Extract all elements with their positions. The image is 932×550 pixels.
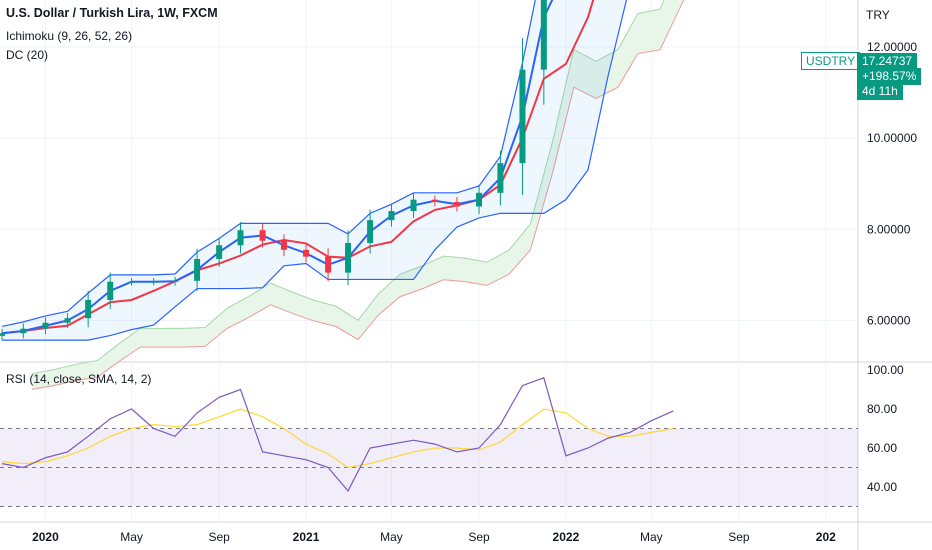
candle-body bbox=[128, 281, 135, 283]
candle-body bbox=[0, 333, 5, 336]
price-pane bbox=[0, 0, 685, 390]
price-tick-label: 8.00000 bbox=[867, 222, 911, 236]
change-tag: +198.57% bbox=[857, 68, 922, 85]
donchian-upper bbox=[1, 0, 536, 328]
rsi-pane bbox=[0, 377, 858, 507]
senkou-span-b bbox=[31, 0, 685, 390]
candle-body bbox=[280, 240, 287, 250]
candle-body bbox=[237, 230, 244, 246]
time-tick-label: Sep bbox=[468, 530, 490, 544]
rsi-label[interactable]: RSI (14, close, SMA, 14, 2) bbox=[6, 372, 152, 386]
candle-body bbox=[476, 192, 483, 207]
candle-body bbox=[64, 318, 71, 323]
candle-body bbox=[325, 256, 332, 273]
countdown-tag: 4d 11h bbox=[857, 83, 903, 100]
last-price-tag: 17.24737 bbox=[857, 53, 918, 70]
candle-body bbox=[85, 299, 92, 319]
candle-body bbox=[259, 230, 266, 241]
rsi-tick-label: 100.00 bbox=[867, 363, 904, 377]
kijun-line bbox=[1, 0, 595, 335]
time-tick-label: May bbox=[640, 530, 663, 544]
candle-body bbox=[303, 249, 310, 257]
price-tick-label: 6.00000 bbox=[867, 314, 911, 328]
time-tick-label: May bbox=[120, 530, 143, 544]
currency-label: TRY bbox=[866, 8, 890, 22]
candle-body bbox=[107, 281, 114, 300]
candle-body bbox=[497, 163, 504, 193]
senkou-span-a bbox=[31, 0, 665, 375]
rsi-tick-label: 60.00 bbox=[867, 441, 897, 455]
donchian-label[interactable]: DC (20) bbox=[6, 48, 49, 62]
time-tick-label: Sep bbox=[728, 530, 750, 544]
time-tick-label: 2021 bbox=[293, 530, 320, 544]
chart-title: U.S. Dollar / Turkish Lira, 1W, FXCM bbox=[6, 6, 218, 20]
candle-body bbox=[42, 322, 49, 329]
candle-body bbox=[216, 245, 223, 259]
rsi-tick-label: 80.00 bbox=[867, 402, 897, 416]
time-tick-label: 202 bbox=[816, 530, 836, 544]
symbol-tag: USDTRY bbox=[801, 52, 861, 70]
price-tick-label: 12.00000 bbox=[867, 40, 917, 54]
candle-body bbox=[519, 69, 526, 164]
time-tick-label: Sep bbox=[208, 530, 230, 544]
candle-body bbox=[345, 242, 352, 273]
time-tick-label: 2020 bbox=[32, 530, 59, 544]
candle-body bbox=[172, 280, 179, 282]
rsi-tick-label: 40.00 bbox=[867, 480, 897, 494]
candle-body bbox=[388, 211, 395, 221]
time-tick-label: 2022 bbox=[553, 530, 580, 544]
candle-body bbox=[150, 281, 157, 283]
candle-body bbox=[431, 199, 438, 202]
price-tick-label: 10.00000 bbox=[867, 131, 917, 145]
candle-body bbox=[540, 0, 547, 70]
tenkan-line bbox=[1, 0, 554, 335]
candle-body bbox=[410, 199, 417, 212]
candle-body bbox=[20, 328, 27, 334]
candle-body bbox=[194, 258, 201, 281]
time-tick-label: May bbox=[380, 530, 403, 544]
ichimoku-label[interactable]: Ichimoku (9, 26, 52, 26) bbox=[6, 29, 133, 43]
rsi-ma-line bbox=[1, 408, 674, 469]
donchian-lower bbox=[2, 0, 628, 341]
candle-body bbox=[453, 201, 460, 207]
rsi-line bbox=[1, 377, 674, 492]
candle-body bbox=[367, 220, 374, 243]
